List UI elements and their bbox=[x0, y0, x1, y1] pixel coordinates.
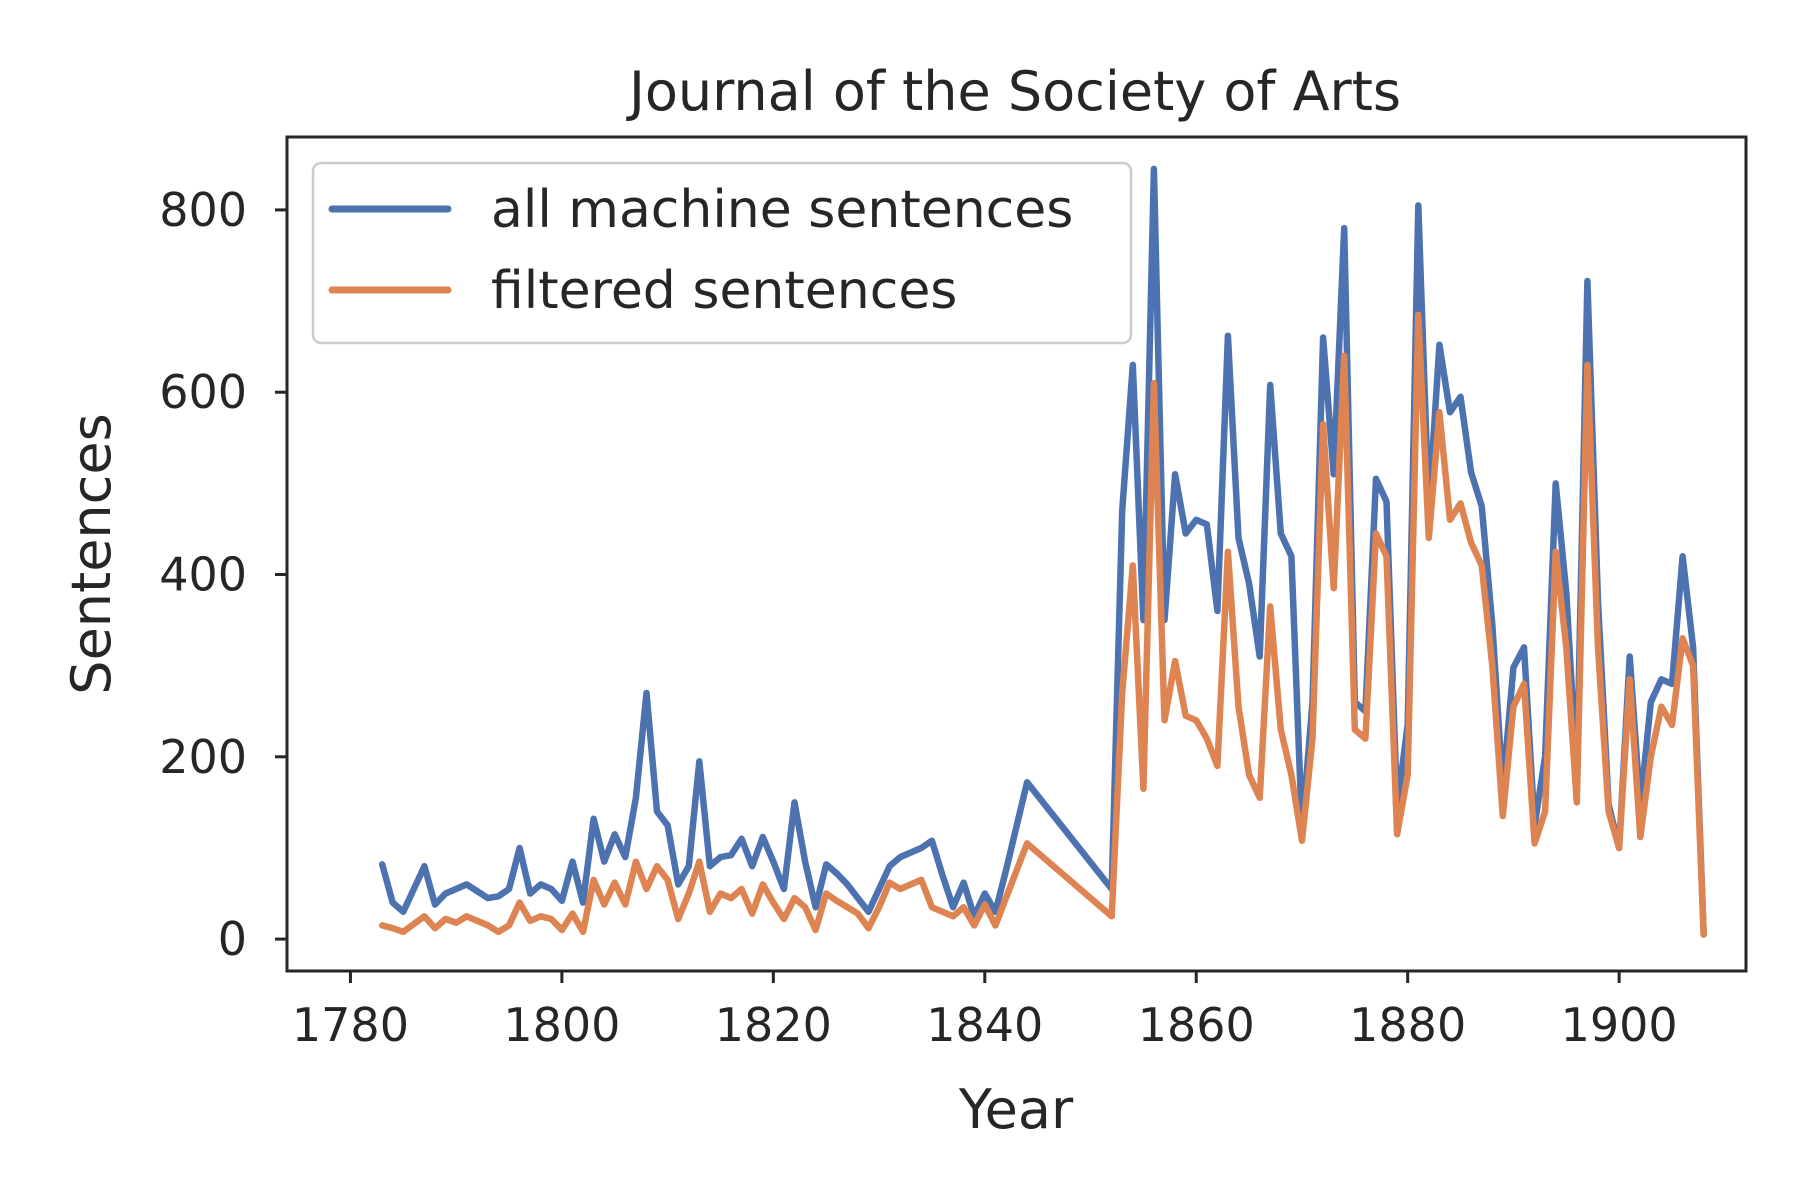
ticks-layer: 1780 1800 1820 1840 1860 1880 1900 0 200 400 600 80… bbox=[159, 183, 1677, 1052]
x-tick-label: 1840 bbox=[926, 998, 1043, 1052]
x-tick-label: 1820 bbox=[715, 998, 832, 1052]
y-axis-label: Sentences bbox=[60, 413, 123, 694]
y-tick-label: 400 bbox=[159, 548, 247, 602]
x-tick-label: 1800 bbox=[503, 998, 620, 1052]
x-axis-label: Year bbox=[958, 1078, 1074, 1141]
y-tick-label: 800 bbox=[159, 183, 247, 237]
x-tick-label: 1860 bbox=[1138, 998, 1255, 1052]
x-tick-label: 1880 bbox=[1349, 998, 1466, 1052]
plot-frame bbox=[285, 135, 1748, 973]
series-line-filtered-sentences bbox=[378, 311, 1707, 938]
series-filtered-sentences bbox=[378, 311, 1707, 938]
y-tick-label: 600 bbox=[159, 365, 247, 419]
y-tick-label: 0 bbox=[218, 912, 247, 966]
legend: all machine sentences filtered sentences bbox=[311, 161, 1133, 345]
legend-box bbox=[311, 161, 1133, 345]
series-layer bbox=[378, 165, 1707, 938]
legend-label-filtered-sentences: filtered sentences bbox=[491, 261, 957, 321]
x-tick-label: 1900 bbox=[1561, 998, 1678, 1052]
x-tick-label: 1780 bbox=[292, 998, 409, 1052]
y-tick-label: 200 bbox=[159, 730, 247, 784]
legend-label-all-machine-sentences: all machine sentences bbox=[491, 180, 1073, 240]
chart-title: Journal of the Society of Arts bbox=[626, 60, 1401, 123]
